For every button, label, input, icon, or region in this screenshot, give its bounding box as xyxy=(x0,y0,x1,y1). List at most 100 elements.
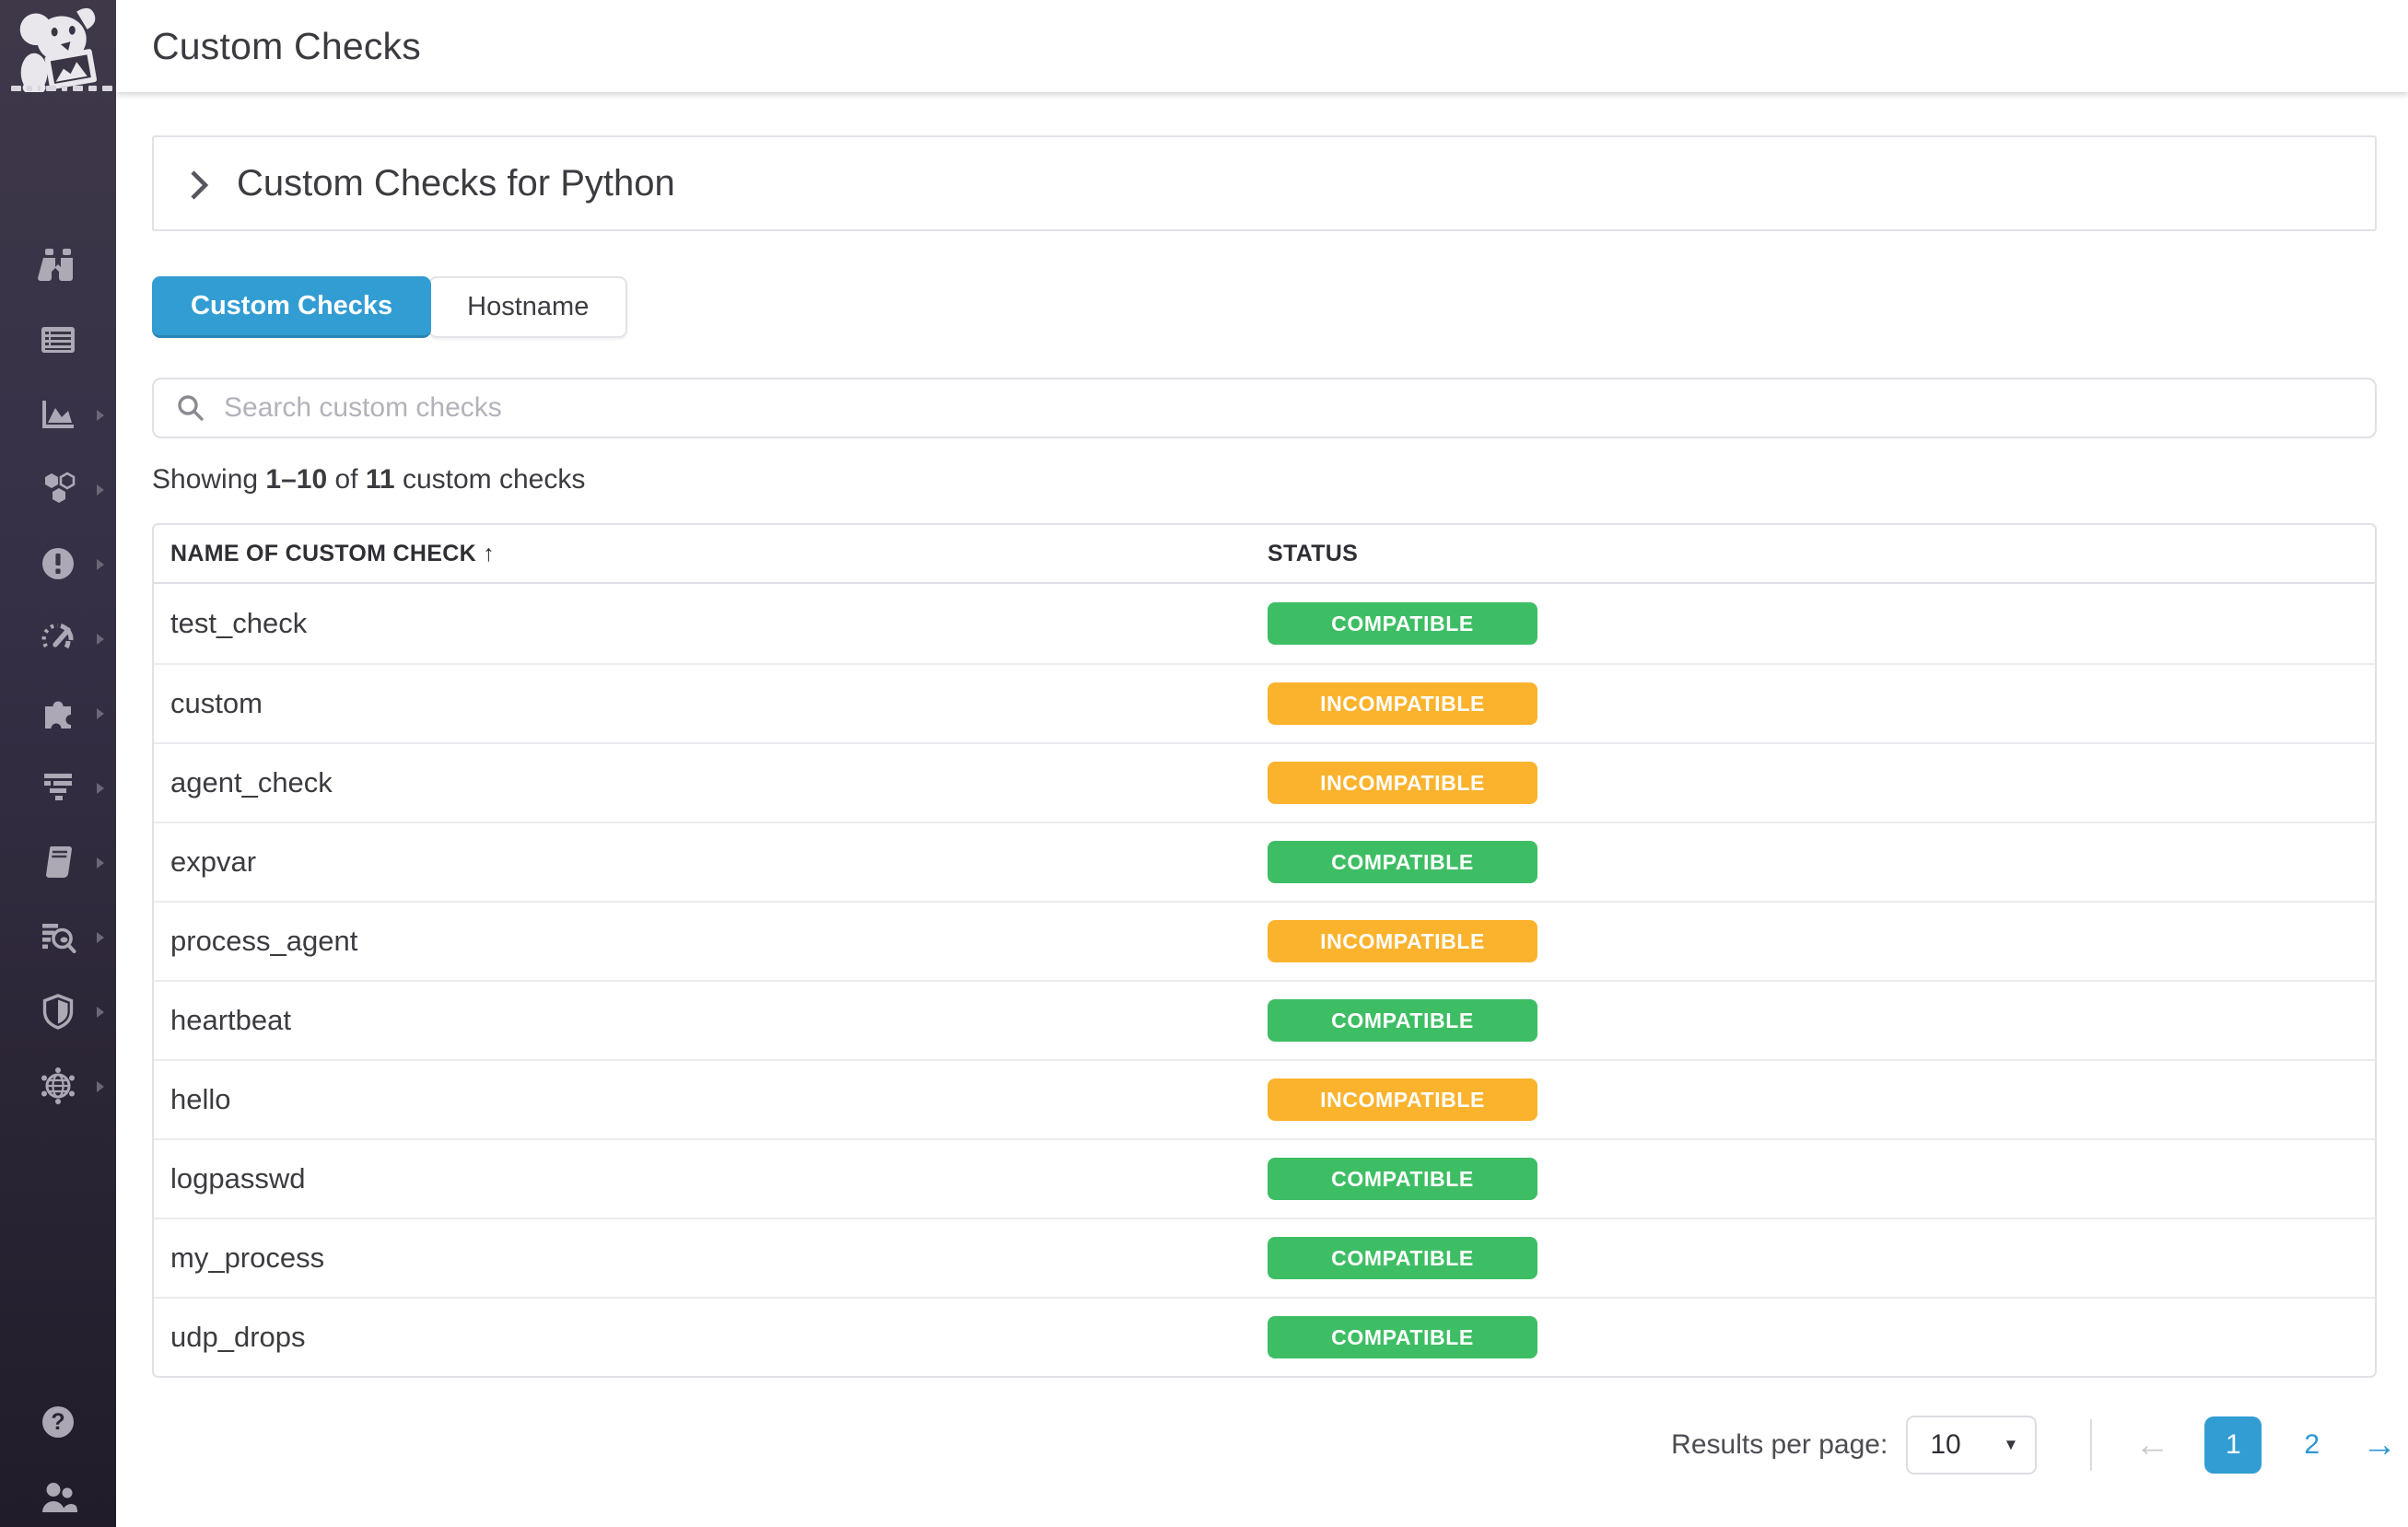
table-row[interactable]: process_agent INCOMPATIBLE xyxy=(154,901,2375,980)
check-name: expvar xyxy=(170,845,257,878)
alert-circle-icon xyxy=(38,543,78,584)
table-row[interactable]: udp_drops COMPATIBLE xyxy=(154,1297,2375,1376)
results-summary: Showing 1–10 of 11 custom checks xyxy=(152,464,586,495)
hexagons-icon xyxy=(38,469,78,509)
tab-label: Custom Checks xyxy=(191,290,393,321)
status-badge: COMPATIBLE xyxy=(1268,999,1537,1042)
page-title: Custom Checks xyxy=(152,24,421,67)
sidebar-item-metrics-chart[interactable] xyxy=(0,394,116,435)
status-badge: COMPATIBLE xyxy=(1268,1316,1537,1358)
results-per-page-label: Results per page: xyxy=(1671,1429,1888,1460)
check-status-cell: COMPATIBLE xyxy=(1251,841,2375,883)
log-search-icon xyxy=(38,916,78,957)
puzzle-icon xyxy=(38,693,78,733)
table-row[interactable]: heartbeat COMPATIBLE xyxy=(154,980,2375,1059)
table-row[interactable]: hello INCOMPATIBLE xyxy=(154,1059,2375,1138)
main-content: Custom Checks for Python Custom Checks H… xyxy=(116,92,2408,1527)
column-header-name[interactable]: NAME OF CUSTOM CHECK ↑ xyxy=(170,540,495,566)
sort-ascending-icon: ↑ xyxy=(483,540,495,566)
sidebar-item-team[interactable] xyxy=(0,1477,116,1518)
status-badge: INCOMPATIBLE xyxy=(1268,920,1537,962)
check-status-cell: COMPATIBLE xyxy=(1251,1316,2375,1358)
results-per-page-select[interactable]: 10 ▼ xyxy=(1906,1416,2038,1475)
chevron-right-icon xyxy=(96,409,105,422)
binoculars-icon xyxy=(38,245,78,286)
search-input[interactable] xyxy=(224,392,2375,424)
gauge-icon xyxy=(38,618,78,659)
shield-icon xyxy=(38,991,78,1032)
check-name: heartbeat xyxy=(170,1004,291,1036)
check-status-cell: COMPATIBLE xyxy=(1251,602,2375,645)
table-row[interactable]: my_process COMPATIBLE xyxy=(154,1218,2375,1297)
sidebar-item-binoculars[interactable] xyxy=(0,245,116,286)
panel-title: Custom Checks for Python xyxy=(237,162,675,204)
chevron-right-icon xyxy=(96,1080,105,1093)
previous-page-button[interactable]: ← xyxy=(2134,1426,2170,1464)
tab-label: Hostname xyxy=(467,292,590,321)
check-status-cell: INCOMPATIBLE xyxy=(1251,920,2375,962)
sidebar-item-help[interactable] xyxy=(0,1402,116,1442)
status-badge: INCOMPATIBLE xyxy=(1268,762,1537,804)
sidebar-item-funnel-bars[interactable] xyxy=(0,767,116,808)
chevron-right-icon xyxy=(96,1006,105,1019)
help-icon xyxy=(38,1402,78,1442)
sidebar-item-log-search[interactable] xyxy=(0,916,116,957)
status-badge: INCOMPATIBLE xyxy=(1268,1078,1537,1121)
chevron-right-icon xyxy=(96,484,105,496)
status-badge: COMPATIBLE xyxy=(1268,602,1537,645)
chevron-right-icon xyxy=(96,558,105,571)
status-badge: COMPATIBLE xyxy=(1268,1158,1537,1200)
sidebar-item-dashboards[interactable] xyxy=(0,320,116,360)
check-name: process_agent xyxy=(170,925,358,957)
table-row[interactable]: custom INCOMPATIBLE xyxy=(154,663,2375,742)
search-bar xyxy=(152,378,2377,438)
sidebar-footer xyxy=(0,1402,116,1518)
check-name: agent_check xyxy=(170,766,333,798)
chevron-right-icon xyxy=(96,782,105,795)
tab-hostname[interactable]: Hostname xyxy=(428,276,628,338)
table-header-row: NAME OF CUSTOM CHECK ↑ STATUS xyxy=(154,525,2375,584)
collapsible-panel[interactable]: Custom Checks for Python xyxy=(152,135,2377,231)
datadog-logo[interactable] xyxy=(0,0,116,92)
check-status-cell: COMPATIBLE xyxy=(1251,1237,2375,1279)
datadog-dog-icon xyxy=(19,7,98,92)
column-header-status[interactable]: STATUS xyxy=(1268,540,1359,566)
sidebar-item-network-globe[interactable] xyxy=(0,1066,116,1106)
datadog-wordmark xyxy=(11,86,112,91)
team-icon xyxy=(38,1477,78,1518)
chevron-right-icon xyxy=(96,857,105,869)
table-row[interactable]: logpasswd COMPATIBLE xyxy=(154,1138,2375,1218)
check-name: hello xyxy=(170,1083,231,1115)
check-status-cell: COMPATIBLE xyxy=(1251,999,2375,1042)
sidebar-item-shield[interactable] xyxy=(0,991,116,1032)
sidebar-item-gauge[interactable] xyxy=(0,618,116,659)
table-row[interactable]: test_check COMPATIBLE xyxy=(154,584,2375,663)
page-button-1[interactable]: 1 xyxy=(2204,1416,2262,1474)
check-name: my_process xyxy=(170,1241,325,1274)
sidebar-item-alert-circle[interactable] xyxy=(0,543,116,584)
tab-custom-checks[interactable]: Custom Checks xyxy=(152,276,432,338)
check-status-cell: INCOMPATIBLE xyxy=(1251,682,2375,725)
chevron-down-icon: ▼ xyxy=(2003,1436,2019,1453)
status-badge: COMPATIBLE xyxy=(1268,1237,1537,1279)
sidebar-item-notebook[interactable] xyxy=(0,842,116,882)
chevron-right-icon xyxy=(96,707,105,720)
table-row[interactable]: expvar COMPATIBLE xyxy=(154,822,2375,901)
table-body: test_check COMPATIBLE custom INCOMPATIBLE ag… xyxy=(154,584,2375,1376)
sidebar xyxy=(0,0,116,1527)
table-row[interactable]: agent_check INCOMPATIBLE xyxy=(154,742,2375,822)
check-name: test_check xyxy=(170,607,308,639)
funnel-bars-icon xyxy=(38,767,78,808)
tabs: Custom Checks Hostname xyxy=(152,276,2377,338)
dashboards-icon xyxy=(38,320,78,360)
chevron-right-icon xyxy=(96,633,105,646)
next-page-button[interactable]: → xyxy=(2362,1426,2397,1464)
check-name: custom xyxy=(170,687,263,719)
check-status-cell: INCOMPATIBLE xyxy=(1251,762,2375,804)
sidebar-item-puzzle[interactable] xyxy=(0,693,116,733)
chevron-right-icon xyxy=(191,170,209,200)
page-button-2[interactable]: 2 xyxy=(2304,1429,2320,1460)
sidebar-item-hexagons[interactable] xyxy=(0,469,116,509)
